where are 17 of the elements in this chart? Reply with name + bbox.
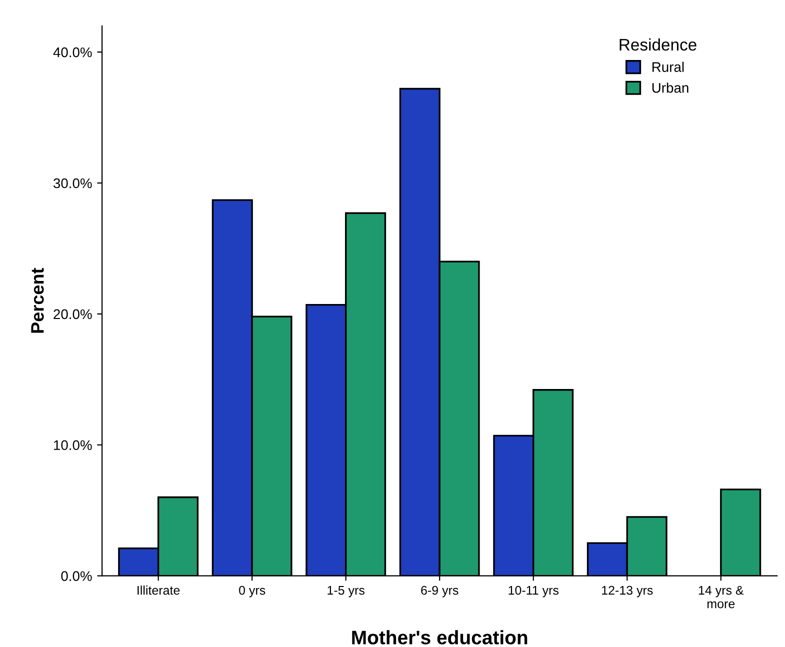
x-tick-label: 12-13 yrs	[602, 586, 653, 598]
y-tick-label: 0.0%	[61, 571, 92, 581]
y-axis-title: Percent	[31, 268, 44, 333]
x-tick-label: 10-11 yrs	[508, 586, 559, 598]
legend-title: Residence	[620, 38, 696, 51]
x-tick-label: 6-9 yrs	[421, 586, 458, 598]
legend-label: Urban	[652, 82, 688, 93]
x-tick-label: 14 yrs & more	[698, 586, 744, 608]
legend-label: Rural	[652, 62, 684, 72]
x-tick-label: Illiterate	[138, 586, 180, 595]
y-tick-label: 10.0%	[54, 440, 92, 450]
y-tick-label: 40.0%	[53, 47, 92, 58]
y-tick-label: 30.0%	[53, 178, 92, 188]
x-tick-label: 1-5 yrs	[328, 586, 364, 598]
y-tick-label: 20.0%	[54, 309, 92, 320]
x-tick-label: 0 yrs	[239, 586, 266, 598]
x-axis-title: Mother's education	[352, 630, 528, 644]
